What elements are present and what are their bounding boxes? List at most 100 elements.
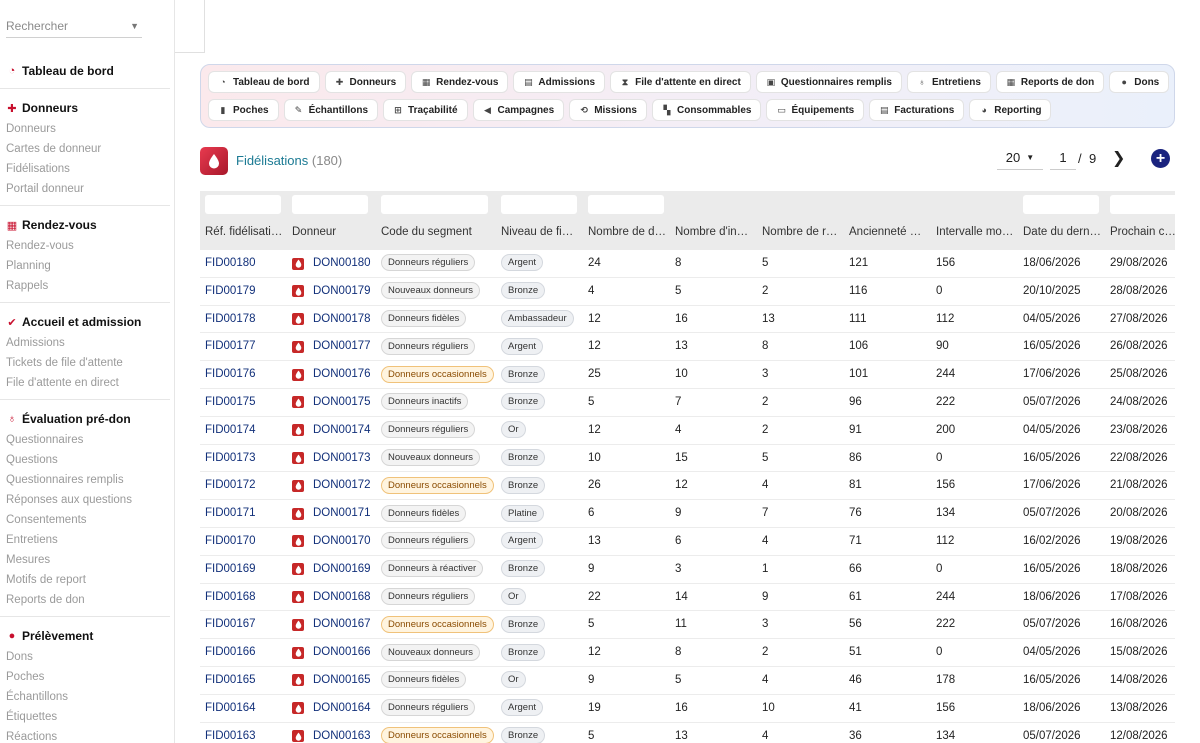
column-filter-input[interactable] <box>501 195 577 214</box>
donor-link[interactable]: DON00176 <box>292 361 371 388</box>
table-row[interactable]: FID00180 DON00180 Donneurs réguliers Argent… <box>200 250 1175 278</box>
quick-nav-button[interactable]: ⧗ File d'attente en direct <box>610 71 751 93</box>
sidebar-item[interactable]: Planning <box>6 260 51 272</box>
donor-link[interactable]: DON00180 <box>292 250 371 277</box>
quick-nav-button[interactable]: ◔ Tableau de bord <box>208 71 320 93</box>
sidebar-section-header[interactable]: ✚ Donneurs <box>0 97 170 119</box>
sidebar-item[interactable]: Consentements <box>6 514 87 526</box>
donor-link[interactable]: DON00163 <box>292 723 371 743</box>
column-header[interactable]: Réf. fidélisati… <box>205 226 283 238</box>
donor-link[interactable]: DON00167 <box>292 611 371 638</box>
quick-nav-button[interactable]: ▣ Questionnaires remplis <box>755 71 902 93</box>
fidelisation-ref-link[interactable]: FID00174 <box>205 423 256 436</box>
quick-nav-button[interactable]: ● Dons <box>1109 71 1170 93</box>
column-header[interactable]: Prochain co… <box>1110 226 1175 238</box>
column-filter-input[interactable] <box>1110 195 1175 214</box>
sidebar-item[interactable]: Entretiens <box>6 534 58 546</box>
table-row[interactable]: FID00172 DON00172 Donneurs occasionnels Bro… <box>200 472 1175 501</box>
column-filter-input[interactable] <box>205 195 281 214</box>
fidelisation-ref-link[interactable]: FID00176 <box>205 368 256 381</box>
fidelisation-ref-link[interactable]: FID00171 <box>205 507 256 520</box>
sidebar-section-header[interactable]: ● Prélèvement <box>0 625 170 647</box>
table-row[interactable]: FID00178 DON00178 Donneurs fidèles Ambassad… <box>200 306 1175 334</box>
table-row[interactable]: FID00171 DON00171 Donneurs fidèles Platine 6… <box>200 500 1175 528</box>
table-row[interactable]: FID00164 DON00164 Donneurs réguliers Argent… <box>200 695 1175 723</box>
column-header[interactable]: Ancienneté … <box>849 226 922 238</box>
sidebar-item[interactable]: Motifs de report <box>6 574 86 586</box>
sidebar-item[interactable]: Admissions <box>6 337 65 349</box>
sidebar-item[interactable]: Reports de don <box>6 594 85 606</box>
quick-nav-button[interactable]: ▮ Poches <box>208 99 279 121</box>
table-row[interactable]: FID00165 DON00165 Donneurs fidèles Or 9 5 4 46 1… <box>200 667 1175 695</box>
table-row[interactable]: FID00177 DON00177 Donneurs réguliers Argent… <box>200 333 1175 362</box>
per-page-select[interactable]: 20 ▼ <box>997 146 1043 170</box>
sidebar-item[interactable]: Cartes de donneur <box>6 143 102 155</box>
column-header[interactable]: Nombre de d… <box>588 226 666 238</box>
sidebar-item[interactable]: Poches <box>6 671 45 683</box>
donor-link[interactable]: DON00174 <box>292 417 371 444</box>
fidelisation-ref-link[interactable]: FID00177 <box>205 340 256 353</box>
column-filter-input[interactable] <box>1023 195 1099 214</box>
fidelisation-ref-link[interactable]: FID00170 <box>205 534 256 547</box>
chevron-down-icon[interactable]: ▼ <box>130 20 139 31</box>
sidebar-item[interactable]: Mesures <box>6 554 51 566</box>
sidebar-item[interactable]: Étiquettes <box>6 711 58 723</box>
fidelisation-ref-link[interactable]: FID00178 <box>205 312 256 325</box>
sidebar-section-header[interactable]: ◔ Tableau de bord <box>0 60 170 82</box>
fidelisation-ref-link[interactable]: FID00167 <box>205 618 256 631</box>
page-number-input[interactable]: 1 <box>1050 146 1076 170</box>
donor-link[interactable]: DON00166 <box>292 639 371 666</box>
sidebar-item[interactable]: Réponses aux questions <box>6 494 132 506</box>
table-row[interactable]: FID00163 DON00163 Donneurs occasionnels Bro… <box>200 723 1175 743</box>
table-row[interactable]: FID00170 DON00170 Donneurs réguliers Argent… <box>200 528 1175 556</box>
donor-link[interactable]: DON00168 <box>292 584 371 611</box>
table-row[interactable]: FID00173 DON00173 Nouveaux donneurs Bronze 1… <box>200 445 1175 473</box>
sidebar-item[interactable]: Dons <box>6 651 33 663</box>
next-page-icon[interactable]: ❯ <box>1112 150 1126 167</box>
fidelisation-ref-link[interactable]: FID00165 <box>205 673 256 686</box>
fidelisation-ref-link[interactable]: FID00179 <box>205 284 256 297</box>
donor-link[interactable]: DON00169 <box>292 556 371 583</box>
sidebar-toggle[interactable] <box>175 0 205 53</box>
sidebar-item[interactable]: Portail donneur <box>6 183 84 195</box>
table-row[interactable]: FID00167 DON00167 Donneurs occasionnels Bro… <box>200 611 1175 640</box>
sidebar-item[interactable]: Donneurs <box>6 123 56 135</box>
column-header[interactable]: Intervalle mo… <box>936 226 1014 238</box>
column-header[interactable]: Code du segment <box>381 226 472 238</box>
add-record-button[interactable]: + <box>1151 149 1170 168</box>
column-header[interactable]: Donneur <box>292 226 337 238</box>
sidebar-item[interactable]: Rendez-vous <box>6 240 74 252</box>
fidelisation-ref-link[interactable]: FID00166 <box>205 646 256 659</box>
table-row[interactable]: FID00166 DON00166 Nouveaux donneurs Bronze 1… <box>200 639 1175 667</box>
quick-nav-button[interactable]: ♁ Entretiens <box>906 71 991 93</box>
quick-nav-button[interactable]: ▤ Admissions <box>513 71 606 93</box>
column-header[interactable]: Niveau de fi… <box>501 226 574 238</box>
quick-nav-button[interactable]: ⊞ Traçabilité <box>383 99 468 121</box>
fidelisation-ref-link[interactable]: FID00169 <box>205 562 256 575</box>
column-filter-input[interactable] <box>292 195 368 214</box>
table-row[interactable]: FID00175 DON00175 Donneurs inactifs Bronze 5… <box>200 389 1175 417</box>
fidelisation-ref-link[interactable]: FID00175 <box>205 395 256 408</box>
table-row[interactable]: FID00169 DON00169 Donneurs à réactiver Bron… <box>200 556 1175 584</box>
quick-nav-button[interactable]: ⟲ Missions <box>569 99 647 121</box>
quick-nav-button[interactable]: ▭ Équipements <box>766 99 865 121</box>
donor-link[interactable]: DON00165 <box>292 667 371 694</box>
sidebar-section-header[interactable]: ▦ Rendez-vous <box>0 214 170 236</box>
quick-nav-button[interactable]: ✎ Échantillons <box>283 99 379 121</box>
donor-link[interactable]: DON00179 <box>292 278 371 305</box>
sidebar-item[interactable]: Fidélisations <box>6 163 70 175</box>
donor-link[interactable]: DON00164 <box>292 695 371 722</box>
quick-nav-button[interactable]: ◕ Reporting <box>969 99 1052 121</box>
sidebar-section-header[interactable]: ♁ Évaluation pré-don <box>0 408 170 430</box>
quick-nav-button[interactable]: ✚ Donneurs <box>324 71 407 93</box>
table-row[interactable]: FID00174 DON00174 Donneurs réguliers Or 12 4 2… <box>200 417 1175 445</box>
quick-nav-button[interactable]: ▚ Consommables <box>651 99 762 121</box>
fidelisation-ref-link[interactable]: FID00172 <box>205 479 256 492</box>
table-row[interactable]: FID00179 DON00179 Nouveaux donneurs Bronze 4… <box>200 278 1175 306</box>
sidebar-item[interactable]: File d'attente en direct <box>6 377 119 389</box>
fidelisation-ref-link[interactable]: FID00180 <box>205 257 256 269</box>
search-box[interactable]: ▼ <box>6 14 142 38</box>
donor-link[interactable]: DON00170 <box>292 528 371 555</box>
column-filter-input[interactable] <box>588 195 664 214</box>
fidelisation-ref-link[interactable]: FID00168 <box>205 590 256 603</box>
